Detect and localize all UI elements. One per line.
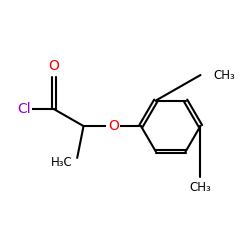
Text: CH₃: CH₃ [213, 68, 235, 82]
Text: Cl: Cl [17, 102, 31, 116]
Text: O: O [108, 119, 119, 133]
Text: O: O [48, 59, 59, 73]
Text: CH₃: CH₃ [190, 181, 211, 194]
Text: H₃C: H₃C [51, 156, 73, 169]
